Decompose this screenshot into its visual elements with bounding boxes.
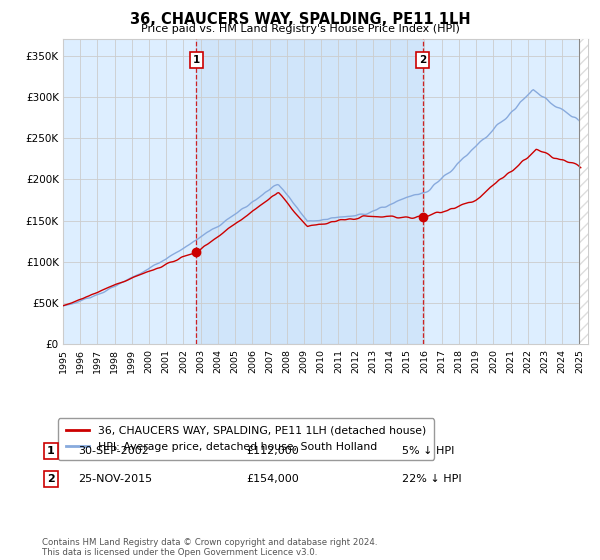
Text: 22% ↓ HPI: 22% ↓ HPI (402, 474, 461, 484)
Text: Contains HM Land Registry data © Crown copyright and database right 2024.
This d: Contains HM Land Registry data © Crown c… (42, 538, 377, 557)
Text: £154,000: £154,000 (246, 474, 299, 484)
Bar (580, 39, 588, 344)
Text: 25-NOV-2015: 25-NOV-2015 (78, 474, 152, 484)
Bar (196, 39, 423, 344)
Bar (580, 39, 588, 344)
Text: 2: 2 (47, 474, 55, 484)
Text: 36, CHAUCERS WAY, SPALDING, PE11 1LH: 36, CHAUCERS WAY, SPALDING, PE11 1LH (130, 12, 470, 27)
Text: 30-SEP-2002: 30-SEP-2002 (78, 446, 149, 456)
Legend: 36, CHAUCERS WAY, SPALDING, PE11 1LH (detached house), HPI: Average price, detac: 36, CHAUCERS WAY, SPALDING, PE11 1LH (de… (58, 418, 434, 460)
Text: 5% ↓ HPI: 5% ↓ HPI (402, 446, 454, 456)
Text: Price paid vs. HM Land Registry's House Price Index (HPI): Price paid vs. HM Land Registry's House … (140, 24, 460, 34)
Text: 2: 2 (419, 55, 427, 65)
Text: 1: 1 (47, 446, 55, 456)
Text: £112,000: £112,000 (246, 446, 299, 456)
Text: 1: 1 (193, 55, 200, 65)
